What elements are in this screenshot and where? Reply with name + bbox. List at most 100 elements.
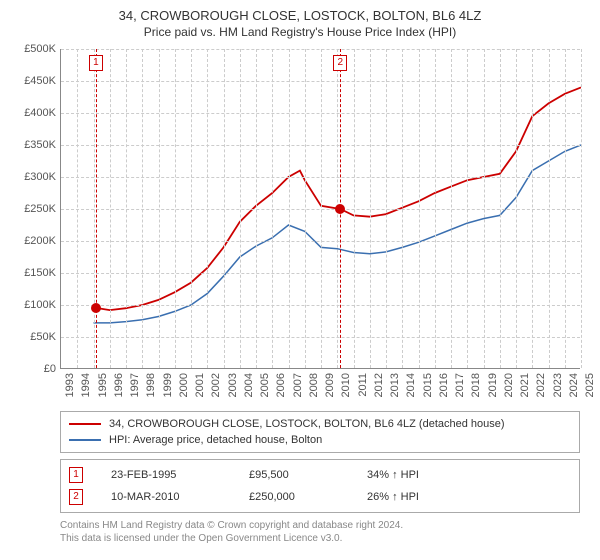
x-axis-tick-label: 2002 (210, 373, 222, 397)
x-gridline (386, 49, 387, 368)
y-axis-tick-label: £200K (12, 235, 56, 247)
event-badge: 1 (69, 467, 83, 483)
chart-title-block: 34, CROWBOROUGH CLOSE, LOSTOCK, BOLTON, … (12, 8, 588, 39)
x-axis-tick-label: 1998 (145, 373, 157, 397)
x-axis-tick-label: 1993 (64, 373, 76, 397)
event-marker-dot (335, 204, 345, 214)
event-badge: 2 (69, 489, 83, 505)
x-gridline (532, 49, 533, 368)
x-gridline (272, 49, 273, 368)
chart-title: 34, CROWBOROUGH CLOSE, LOSTOCK, BOLTON, … (12, 8, 588, 23)
x-axis-tick-label: 1996 (113, 373, 125, 397)
x-gridline (207, 49, 208, 368)
x-axis-tick-label: 2016 (438, 373, 450, 397)
x-axis-tick-label: 2013 (389, 373, 401, 397)
x-gridline (191, 49, 192, 368)
x-gridline (126, 49, 127, 368)
x-axis-tick-label: 2022 (535, 373, 547, 397)
legend-swatch (69, 423, 101, 425)
x-gridline (484, 49, 485, 368)
x-axis-tick-label: 1995 (97, 373, 109, 397)
x-gridline (500, 49, 501, 368)
event-price: £250,000 (249, 491, 339, 503)
x-gridline (354, 49, 355, 368)
footer-attribution: Contains HM Land Registry data © Crown c… (60, 519, 588, 545)
footer-line-2: This data is licensed under the Open Gov… (60, 532, 588, 545)
x-gridline (402, 49, 403, 368)
x-axis-tick-label: 2008 (308, 373, 320, 397)
x-axis-tick-label: 2014 (405, 373, 417, 397)
y-axis-tick-label: £450K (12, 75, 56, 87)
x-axis-tick-label: 2004 (243, 373, 255, 397)
plot-area: 12 (60, 49, 580, 369)
x-axis-tick-label: 2023 (552, 373, 564, 397)
x-axis-tick-label: 2020 (503, 373, 515, 397)
x-axis-tick-label: 2018 (470, 373, 482, 397)
x-axis-tick-label: 2000 (178, 373, 190, 397)
event-marker-badge: 2 (333, 55, 347, 71)
chart-subtitle: Price paid vs. HM Land Registry's House … (12, 25, 588, 39)
x-gridline (419, 49, 420, 368)
event-marker-badge: 1 (89, 55, 103, 71)
x-axis-tick-label: 2001 (194, 373, 206, 397)
legend-row: 34, CROWBOROUGH CLOSE, LOSTOCK, BOLTON, … (69, 416, 571, 432)
x-axis-tick-label: 2021 (519, 373, 531, 397)
legend-swatch (69, 439, 101, 441)
event-date: 10-MAR-2010 (111, 491, 221, 503)
footer-line-1: Contains HM Land Registry data © Crown c… (60, 519, 588, 532)
x-axis-tick-label: 2025 (584, 373, 596, 397)
x-axis-tick-label: 2010 (340, 373, 352, 397)
x-axis-tick-label: 2003 (227, 373, 239, 397)
x-axis-tick-label: 2006 (275, 373, 287, 397)
x-gridline (516, 49, 517, 368)
event-row: 1 23-FEB-1995 £95,500 34% ↑ HPI (69, 464, 571, 486)
event-row: 2 10-MAR-2010 £250,000 26% ↑ HPI (69, 486, 571, 508)
y-axis-tick-label: £400K (12, 107, 56, 119)
x-axis-tick-label: 1997 (129, 373, 141, 397)
event-price: £95,500 (249, 469, 339, 481)
y-axis-tick-label: £500K (12, 43, 56, 55)
y-axis-tick-label: £300K (12, 171, 56, 183)
event-delta: 26% ↑ HPI (367, 491, 419, 503)
legend-label: 34, CROWBOROUGH CLOSE, LOSTOCK, BOLTON, … (109, 418, 505, 430)
chart-container: £0 £50K £100K £150K £200K £250K £300K £350K £400… (12, 45, 588, 405)
y-axis-tick-label: £350K (12, 139, 56, 151)
x-axis-tick-label: 2012 (373, 373, 385, 397)
legend-row: HPI: Average price, detached house, Bolt… (69, 432, 571, 448)
y-axis-tick-label: £0 (12, 363, 56, 375)
y-axis-tick-label: £50K (12, 331, 56, 343)
x-axis-tick-label: 2017 (454, 373, 466, 397)
x-axis-tick-label: 2019 (487, 373, 499, 397)
x-gridline (142, 49, 143, 368)
x-axis-tick-label: 2009 (324, 373, 336, 397)
x-gridline (549, 49, 550, 368)
x-gridline (370, 49, 371, 368)
legend: 34, CROWBOROUGH CLOSE, LOSTOCK, BOLTON, … (60, 411, 580, 453)
x-gridline (467, 49, 468, 368)
x-gridline (159, 49, 160, 368)
x-gridline (175, 49, 176, 368)
y-axis-tick-label: £100K (12, 299, 56, 311)
series-line-property (96, 87, 581, 310)
x-gridline (77, 49, 78, 368)
event-delta: 34% ↑ HPI (367, 469, 419, 481)
x-axis-tick-label: 2011 (357, 373, 369, 397)
x-gridline (451, 49, 452, 368)
x-gridline (94, 49, 95, 368)
x-gridline (581, 49, 582, 368)
x-axis-tick-label: 2015 (422, 373, 434, 397)
y-axis-tick-label: £250K (12, 203, 56, 215)
x-gridline (305, 49, 306, 368)
events-table: 1 23-FEB-1995 £95,500 34% ↑ HPI 2 10-MAR-2010… (60, 459, 580, 513)
x-gridline (256, 49, 257, 368)
x-axis-tick-label: 2005 (259, 373, 271, 397)
y-axis-tick-label: £150K (12, 267, 56, 279)
x-axis-tick-label: 2007 (292, 373, 304, 397)
event-date: 23-FEB-1995 (111, 469, 221, 481)
x-gridline (289, 49, 290, 368)
event-marker-line (96, 49, 97, 368)
legend-label: HPI: Average price, detached house, Bolt… (109, 434, 322, 446)
event-marker-dot (91, 303, 101, 313)
x-axis-tick-label: 2024 (568, 373, 580, 397)
x-gridline (321, 49, 322, 368)
